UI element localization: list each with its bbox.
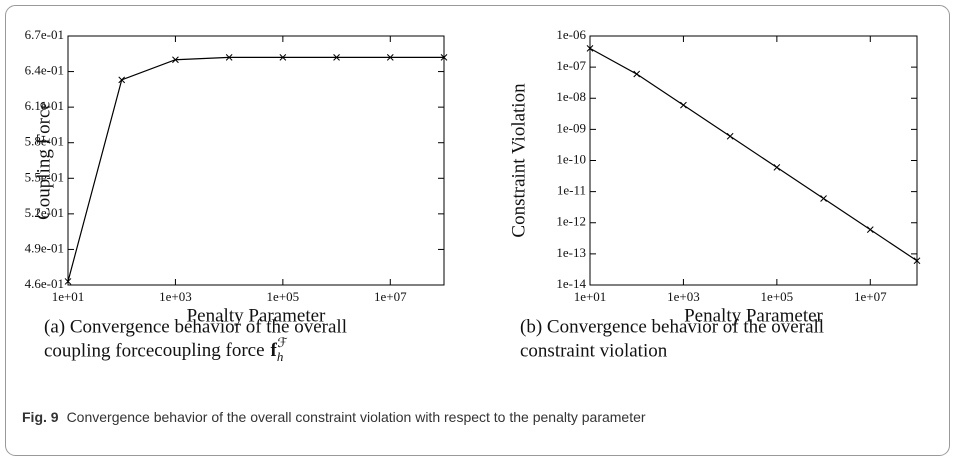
x-axis-label: Penalty Parameter xyxy=(684,305,823,326)
subcaption-line: (b) Convergence behavior of the overall xyxy=(520,316,824,337)
y-tick-label: 1e-14 xyxy=(556,276,586,291)
subcaption-symbol: f xyxy=(271,340,278,361)
y-tick-label: 5.5e-01 xyxy=(25,169,64,184)
point-marker xyxy=(586,45,594,52)
x-tick-label: 1e+07 xyxy=(374,289,407,304)
figure-border xyxy=(5,5,950,456)
x-tick-label: 1e+05 xyxy=(761,289,794,304)
point-marker xyxy=(680,101,687,109)
point-marker xyxy=(726,132,734,140)
y-tick-label: 1e-10 xyxy=(556,151,586,166)
subcaption-line: (a) Convergence behavior of the overall xyxy=(44,316,347,337)
figure-label: Fig. 9 xyxy=(22,409,59,425)
x-tick-label: 1e+03 xyxy=(159,289,192,304)
y-tick-label: 4.9e-01 xyxy=(25,240,64,255)
y-tick-label: 1e-06 xyxy=(556,27,586,42)
y-tick-label: 1e-09 xyxy=(556,120,586,135)
y-tick-label: 6.1e-01 xyxy=(25,98,64,113)
x-tick-label: 1e+01 xyxy=(52,289,85,304)
point-marker xyxy=(633,70,641,78)
x-tick-label: 1e+05 xyxy=(267,289,300,304)
point-marker xyxy=(225,53,233,61)
point-marker xyxy=(440,53,448,61)
y-tick-label: 5.2e-01 xyxy=(25,205,64,220)
point-marker xyxy=(820,195,827,202)
subcaption-line: constraint violation xyxy=(520,340,668,361)
plot-frame xyxy=(67,35,445,286)
point-marker xyxy=(118,76,126,84)
point-marker xyxy=(64,278,72,285)
plot-frame xyxy=(589,35,918,286)
subcaption-text: coupling force xyxy=(154,340,264,361)
subcaption-subscript: h xyxy=(277,349,284,364)
y-tick-label: 1e-13 xyxy=(556,245,586,260)
point-marker xyxy=(172,56,179,64)
x-tick-label: 1e+01 xyxy=(574,289,607,304)
subcaption-line: coupling forcecoupling force fhℱ xyxy=(44,335,288,364)
y-tick-label: 1e-07 xyxy=(556,58,586,73)
x-axis-label: Penalty Parameter xyxy=(187,305,326,326)
point-marker xyxy=(333,53,340,61)
x-tick-label: 1e+07 xyxy=(854,289,887,304)
y-tick-label: 6.4e-01 xyxy=(25,63,64,78)
y-tick-label: 1e-11 xyxy=(557,183,586,198)
data-line xyxy=(67,56,444,282)
y-tick-label: 1e-12 xyxy=(556,214,586,229)
figure-caption-text: Convergence behavior of the overall cons… xyxy=(67,409,646,425)
point-marker xyxy=(386,53,394,61)
point-marker xyxy=(913,257,921,265)
y-axis-label: Coupling Force xyxy=(33,101,54,220)
y-axis-label: Constraint Violation xyxy=(508,83,529,238)
y-tick-label: 4.6e-01 xyxy=(25,276,64,291)
figure-caption: Fig. 9 Convergence behavior of the overal… xyxy=(22,409,646,425)
point-marker xyxy=(866,226,874,234)
y-tick-label: 6.7e-01 xyxy=(25,27,64,42)
point-marker xyxy=(773,164,781,171)
subcaption-superscript: ℱ xyxy=(277,335,287,350)
y-tick-label: 1e-08 xyxy=(556,89,586,104)
x-tick-label: 1e+03 xyxy=(667,289,700,304)
point-marker xyxy=(279,53,287,61)
data-line xyxy=(589,47,918,262)
y-tick-label: 5.8e-01 xyxy=(25,134,64,149)
